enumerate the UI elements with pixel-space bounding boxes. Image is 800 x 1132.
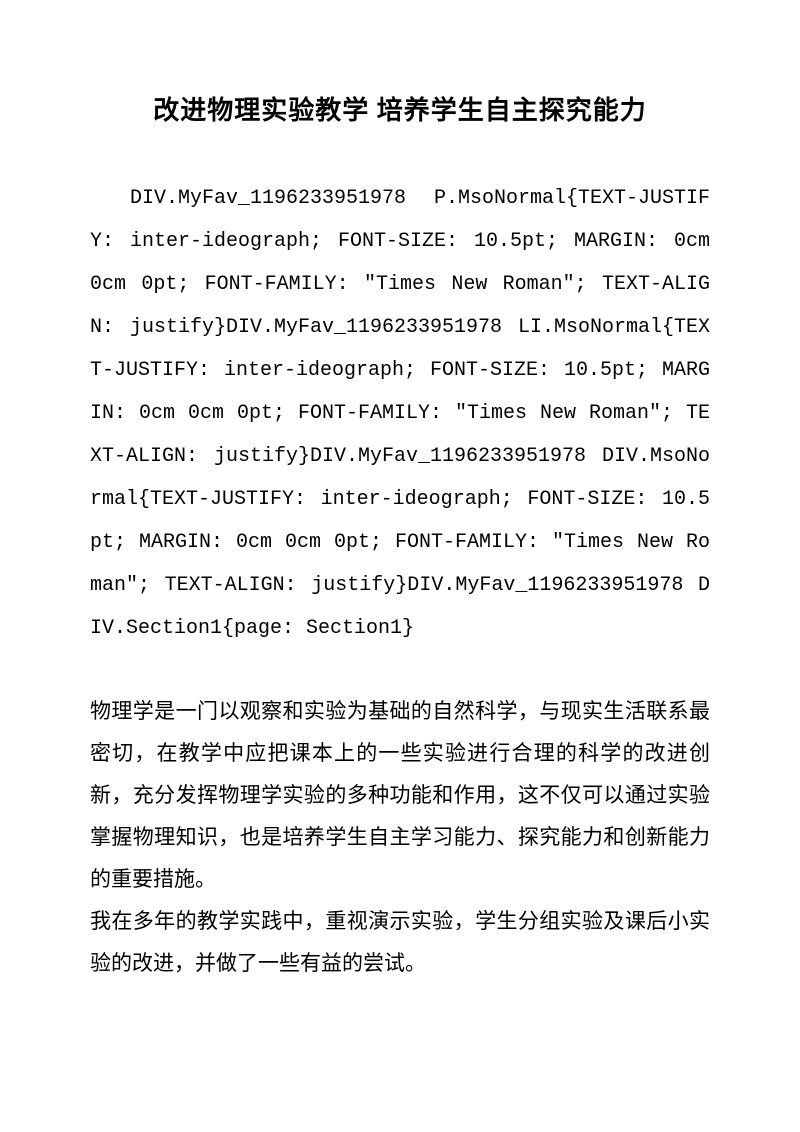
paragraph-1: 物理学是一门以观察和实验为基础的自然科学，与现实生活联系最密切，在教学中应把课本… [90, 690, 710, 900]
code-text: DIV.MyFav_1196233951978 P.MsoNormal{TEXT… [90, 187, 710, 640]
document-page: 改进物理实验教学 培养学生自主探究能力 DIV.MyFav_1196233951… [0, 0, 800, 1044]
document-title: 改进物理实验教学 培养学生自主探究能力 [90, 90, 710, 127]
document-body: 物理学是一门以观察和实验为基础的自然科学，与现实生活联系最密切，在教学中应把课本… [90, 690, 710, 984]
paragraph-2: 我在多年的教学实践中，重视演示实验，学生分组实验及课后小实验的改进，并做了一些有… [90, 900, 710, 984]
css-code-block: DIV.MyFav_1196233951978 P.MsoNormal{TEXT… [90, 177, 710, 650]
